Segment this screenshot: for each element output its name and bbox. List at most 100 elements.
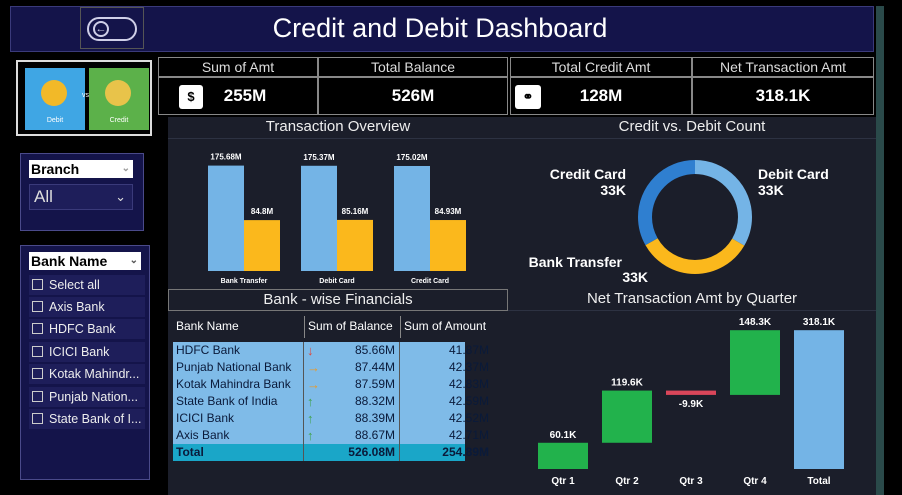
back-arrow-icon: ← [87, 17, 137, 41]
page-title: Credit and Debit Dashboard [272, 13, 608, 43]
x-tick-label: Qtr 2 [615, 476, 639, 487]
transaction-overview-title: Transaction Overview [168, 117, 508, 139]
x-tick-label: Qtr 4 [743, 476, 767, 487]
table-row[interactable]: HDFC Bank 85.66M 41.87M ↓ [173, 342, 489, 359]
donut-label: Credit Card [550, 166, 626, 182]
bar-data-label: 84.93M [435, 207, 462, 216]
x-tick-label: Debit Card [319, 278, 354, 285]
cell-bank-name: ICICI Bank [176, 411, 235, 425]
table-title: Bank - wise Financials [168, 289, 508, 311]
donut-label: Bank Transfer [529, 254, 623, 270]
donut-value-label: 33K [758, 182, 784, 198]
bank-name-label: Bank Name [31, 253, 108, 269]
bank-wise-financials-panel: Bank - wise Financials Bank Name Sum of … [168, 289, 508, 495]
waterfall-data-label: 148.3K [739, 317, 772, 328]
bank-option[interactable]: HDFC Bank [29, 319, 145, 339]
bar-data-label: 175.02M [396, 153, 427, 162]
kpi-label: Sum of Amt [158, 57, 318, 77]
back-button[interactable]: ← [80, 7, 144, 49]
cell-sum-of-balance: 87.44M [303, 359, 399, 376]
column-header-bank-name[interactable]: Bank Name [176, 319, 239, 333]
checkbox[interactable] [32, 279, 43, 290]
table-row[interactable]: State Bank of India 88.32M 42.59M ↑ [173, 393, 489, 410]
bank-option[interactable]: Select all [29, 275, 145, 295]
checkbox[interactable] [32, 323, 43, 334]
kpi-card-total-credit-amt: ⚭ 128M [510, 77, 692, 115]
table-total-row[interactable]: Total 526.08M 254.89M [173, 444, 489, 461]
waterfall-bar [794, 330, 844, 469]
x-tick-label: Credit Card [411, 278, 449, 285]
cell-sum-of-balance: 526.08M [303, 444, 399, 461]
arrow-up-icon: ↑ [307, 411, 314, 426]
bar-series-2 [337, 219, 373, 271]
arrow-down-icon: ↓ [307, 343, 314, 358]
x-tick-label: Total [807, 476, 830, 487]
branch-dropdown[interactable]: All ⌄ [29, 184, 133, 210]
bank-option[interactable]: Kotak Mahindr... [29, 364, 145, 384]
bar-data-label: 175.68M [210, 153, 241, 162]
cell-sum-of-balance: 85.66M [303, 342, 399, 359]
cell-sum-of-balance: 88.67M [303, 427, 399, 444]
table-row[interactable]: Kotak Mahindra Bank 87.59M 42.83M → [173, 376, 489, 393]
branch-slicer: Branch ⌄ All ⌄ [20, 153, 144, 231]
bar-series-1 [394, 165, 430, 271]
bank-name-slicer: Bank Name ⌄ Select all Axis Bank HDFC Ba… [20, 245, 150, 480]
cell-sum-of-amount: 42.37M [399, 359, 493, 376]
waterfall-bar [538, 442, 588, 469]
right-scroll-strip [876, 6, 884, 495]
cell-sum-of-amount: 41.87M [399, 342, 493, 359]
cell-bank-name: State Bank of India [176, 394, 278, 408]
chevron-down-icon: ⌄ [115, 189, 126, 204]
checkbox[interactable] [32, 413, 43, 424]
cell-sum-of-amount: 42.71M [399, 427, 493, 444]
branch-selected-value: All [34, 187, 53, 206]
bar-data-label: 84.8M [251, 207, 274, 216]
waterfall-bar [602, 390, 652, 443]
bank-option[interactable]: State Bank of I... [29, 409, 145, 429]
chevron-down-icon: ⌄ [121, 163, 130, 174]
checkbox[interactable] [32, 391, 43, 402]
checkbox[interactable] [32, 301, 43, 312]
table-row[interactable]: Punjab National Bank 87.44M 42.37M → [173, 359, 489, 376]
kpi-value: 128M [579, 86, 623, 105]
bank-option[interactable]: ICICI Bank [29, 342, 145, 362]
cell-sum-of-amount: 42.83M [399, 376, 493, 393]
bank-option[interactable]: Axis Bank [29, 297, 145, 317]
checkbox[interactable] [32, 368, 43, 379]
transaction-overview-panel: Transaction Overview 175.68M 84.8M Bank Tr… [168, 117, 508, 289]
kpi-card-net-transaction-amt: 318.1K [692, 77, 874, 115]
table-row[interactable]: Axis Bank 88.67M 42.71M ↑ [173, 427, 489, 444]
kpi-value: 526M [391, 86, 435, 105]
cell-bank-name: Axis Bank [176, 428, 230, 442]
cell-bank-name: Kotak Mahindra Bank [176, 377, 291, 391]
debit-tile: Debit [25, 68, 85, 130]
kpi-label: Total Balance [318, 57, 508, 77]
branch-slicer-header[interactable]: Branch ⌄ [29, 160, 133, 178]
column-header-sum-of-balance[interactable]: Sum of Balance [304, 316, 400, 338]
branch-label: Branch [31, 161, 80, 177]
cell-sum-of-amount: 42.59M [399, 393, 493, 410]
donut-value-label: 33K [600, 182, 626, 198]
bank-option[interactable]: Punjab Nation... [29, 387, 145, 407]
transaction-overview-chart: 175.68M 84.8M Bank Transfer 175.37M 85.16M De… [208, 153, 466, 285]
cell-bank-name: HDFC Bank [176, 343, 241, 357]
money-bag-icon [41, 80, 67, 106]
arrow-up-icon: ↑ [307, 428, 314, 443]
bar-data-label: 175.37M [303, 153, 334, 162]
kpi-label: Total Credit Amt [510, 57, 692, 77]
cell-sum-of-balance: 88.39M [303, 410, 399, 427]
bar-series-2 [430, 220, 466, 271]
cell-sum-of-balance: 88.32M [303, 393, 399, 410]
credit-card-icon: ⚭ [515, 85, 541, 109]
cell-bank-name: Total [176, 445, 204, 459]
net-transaction-waterfall-chart: 60.1K Qtr 1 119.6K Qtr 2 -9.9K Qtr 3 148.3K Qtr… [538, 317, 844, 487]
bank-slicer-header[interactable]: Bank Name ⌄ [29, 252, 141, 270]
checkbox[interactable] [32, 346, 43, 357]
vs-label: vs [82, 92, 89, 99]
column-header-sum-of-amount[interactable]: Sum of Amount [400, 316, 496, 338]
donut-slice [638, 160, 752, 274]
cell-sum-of-balance: 87.59M [303, 376, 399, 393]
bar-series-1 [208, 165, 244, 271]
table-row[interactable]: ICICI Bank 88.39M 42.52M ↑ [173, 410, 489, 427]
